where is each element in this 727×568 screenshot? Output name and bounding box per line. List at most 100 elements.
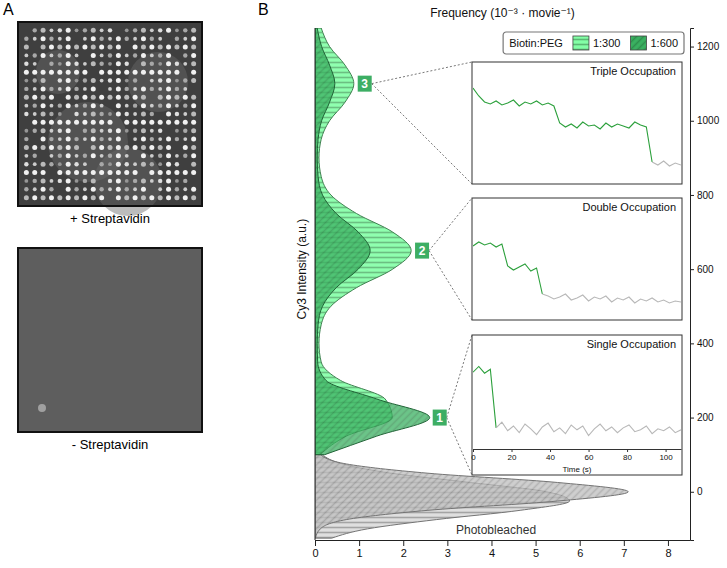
- micrograph-spot: [66, 61, 71, 66]
- micrograph-spot: [191, 95, 196, 100]
- micrograph-spot: [133, 162, 137, 166]
- micrograph-spot: [49, 45, 54, 50]
- peak-box: [415, 243, 429, 259]
- micrograph-spot: [124, 70, 129, 75]
- y-tick-label: 600: [697, 264, 714, 275]
- micrograph-spot: [75, 54, 79, 58]
- x-tick-label: 5: [533, 547, 539, 559]
- micrograph-spot: [83, 129, 87, 133]
- micrograph-spot: [33, 187, 37, 191]
- micrograph-spot: [166, 70, 171, 75]
- micrograph-spot: [133, 179, 137, 183]
- micrograph-spot: [41, 145, 46, 150]
- micrograph-spot: [116, 61, 121, 66]
- micrograph-spot: [41, 170, 46, 175]
- micrograph-spot: [116, 128, 121, 133]
- micrograph-spot: [141, 178, 146, 183]
- y-tick: 400: [690, 338, 714, 349]
- micrograph-spot: [191, 112, 196, 117]
- x-tick: 1: [357, 540, 363, 559]
- micrograph-spot: [133, 103, 137, 107]
- micrograph-spot: [32, 145, 37, 150]
- micrograph-spot: [183, 53, 187, 57]
- micrograph-spot: [74, 162, 78, 166]
- micrograph-spot: [191, 36, 196, 41]
- micrograph-spot: [24, 79, 28, 83]
- micrograph-spot: [74, 87, 78, 91]
- micrograph-spot: [150, 179, 154, 183]
- micrograph-spot: [149, 145, 154, 150]
- micrograph-spot: [50, 179, 54, 183]
- micrograph-spot: [183, 87, 187, 91]
- inset-x-tick: 20: [508, 449, 517, 462]
- micrograph-spot: [66, 53, 71, 58]
- micrograph-spot: [125, 37, 129, 41]
- leader-line: [429, 251, 472, 320]
- y-axis-line: [691, 29, 695, 541]
- x-axis: 012345678: [312, 540, 690, 559]
- micrograph-spot: [49, 95, 54, 100]
- micrograph-spot: [191, 45, 196, 50]
- micrograph-spot: [74, 70, 79, 75]
- micrograph-spot: [133, 53, 137, 57]
- micrograph-spot: [33, 154, 37, 158]
- micrograph-spot: [58, 112, 62, 116]
- micrograph-spot: [158, 145, 163, 150]
- micrograph-spot: [91, 86, 96, 91]
- micrograph-spot: [24, 87, 28, 91]
- micrograph-spot: [24, 137, 28, 141]
- micrograph-spot: [49, 112, 53, 116]
- micrograph-spot: [183, 179, 187, 183]
- micrograph-spot: [149, 45, 154, 50]
- micrograph-spot: [124, 120, 129, 125]
- micrograph-spot: [58, 162, 62, 166]
- micrograph-spot: [99, 37, 103, 41]
- micrograph-spot: [50, 28, 54, 32]
- micrograph-spot: [41, 86, 46, 91]
- leader-line: [372, 84, 472, 184]
- micrograph-spot: [83, 154, 87, 158]
- micrograph-spot: [74, 120, 79, 125]
- micrograph-spot: [108, 28, 112, 32]
- micrograph-spot: [32, 120, 37, 125]
- micrograph-spot: [41, 195, 46, 200]
- micrograph-spot: [191, 145, 196, 150]
- micrograph-spot: [58, 137, 62, 141]
- micrograph-spot: [125, 87, 129, 91]
- micrograph-spot: [50, 54, 54, 58]
- micrograph-spot: [183, 120, 188, 125]
- micrograph-spot: [83, 37, 87, 41]
- micrograph-spot: [166, 170, 171, 175]
- micrograph-spot: [91, 170, 96, 175]
- x-tick-mark: [447, 540, 448, 546]
- micrograph-spot: [24, 179, 28, 183]
- y-tick: 1200: [690, 41, 720, 52]
- x-tick-label: 2: [401, 547, 407, 559]
- micrograph-spot: [125, 28, 129, 32]
- micrograph-spot: [83, 179, 87, 183]
- micrograph-spot: [41, 28, 46, 33]
- micrograph-spot: [33, 103, 37, 107]
- micrograph-spot: [57, 45, 62, 50]
- micrograph-spot: [74, 187, 78, 191]
- x-tick: 8: [665, 540, 671, 559]
- micrograph-spot: [75, 79, 79, 83]
- micrograph-spot: [74, 62, 78, 66]
- inset-x-title: Time (s): [562, 465, 591, 474]
- micrograph-spot: [133, 45, 138, 50]
- micrograph-spot: [183, 28, 187, 32]
- micrograph-spot: [100, 79, 104, 83]
- inset-frame: [472, 62, 682, 184]
- micrograph-spot: [83, 162, 87, 166]
- y-tick-mark: [690, 492, 694, 493]
- micrograph-spot: [175, 162, 179, 166]
- micrograph-spot: [91, 61, 96, 66]
- x-tick-mark: [580, 540, 581, 546]
- y-tick-mark: [690, 418, 694, 419]
- micrograph-spot: [183, 112, 187, 116]
- micrograph-spot: [141, 61, 146, 66]
- micrograph-spot: [74, 137, 78, 141]
- peak-label: 1: [436, 411, 443, 425]
- x-tick: 2: [401, 540, 407, 559]
- micrograph-spot: [33, 162, 37, 166]
